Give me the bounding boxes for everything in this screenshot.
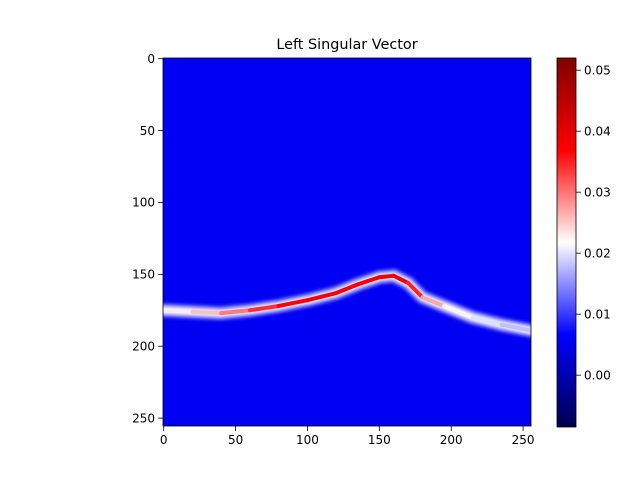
- colorbar-tick-label: 0.05: [584, 63, 611, 77]
- ridge-segment: [247, 303, 281, 313]
- x-tick-label: 0: [160, 433, 168, 447]
- ridge-segment: [334, 282, 360, 296]
- ridge-segment: [305, 291, 339, 303]
- ridge-segment: [219, 308, 252, 316]
- colorbar-tick-label: 0.03: [584, 185, 611, 199]
- colorbar-tick-label: 0.02: [584, 246, 611, 260]
- x-tick-label: 50: [228, 433, 243, 447]
- ridge-segment: [470, 315, 504, 327]
- ridge-segment: [355, 275, 382, 287]
- ridge-segment: [420, 295, 447, 308]
- ridge-segment: [391, 273, 411, 285]
- x-tick-label: 200: [440, 433, 463, 447]
- ridge-segment: [276, 298, 310, 308]
- colorbar-tick-label: 0.04: [584, 124, 611, 138]
- y-tick-label: 250: [132, 411, 155, 425]
- x-axis: 0 50 100 150 200 250: [160, 426, 535, 447]
- x-tick-label: 100: [296, 433, 319, 447]
- y-tick-label: 200: [132, 339, 155, 353]
- ridge-segment: [190, 309, 224, 316]
- ridge-segment: [406, 280, 425, 300]
- y-axis: 0 50 100 150 200 250: [132, 52, 163, 425]
- y-tick-label: 0: [147, 52, 155, 66]
- ridge-segment: [377, 273, 396, 280]
- colorbar-tick-label: 0.01: [584, 307, 611, 321]
- x-tick-label: 250: [512, 433, 535, 447]
- heatmap-background: [163, 58, 531, 426]
- chart-title: Left Singular Vector: [276, 37, 417, 53]
- ridge-segment: [442, 303, 475, 320]
- colorbar-axis: 0.00 0.01 0.02 0.03 0.04 0.05: [576, 63, 611, 382]
- y-tick-label: 150: [132, 268, 155, 282]
- y-tick-label: 100: [132, 196, 155, 210]
- y-tick-label: 50: [140, 124, 155, 138]
- colorbar: [556, 57, 577, 428]
- x-tick-label: 150: [368, 433, 391, 447]
- ridge-segment: [163, 308, 195, 314]
- ridge-segment: [499, 322, 531, 333]
- plot-frame: [162, 57, 532, 427]
- colorbar-tick-label: 0.00: [584, 368, 611, 382]
- heatmap-ridge: [163, 268, 531, 338]
